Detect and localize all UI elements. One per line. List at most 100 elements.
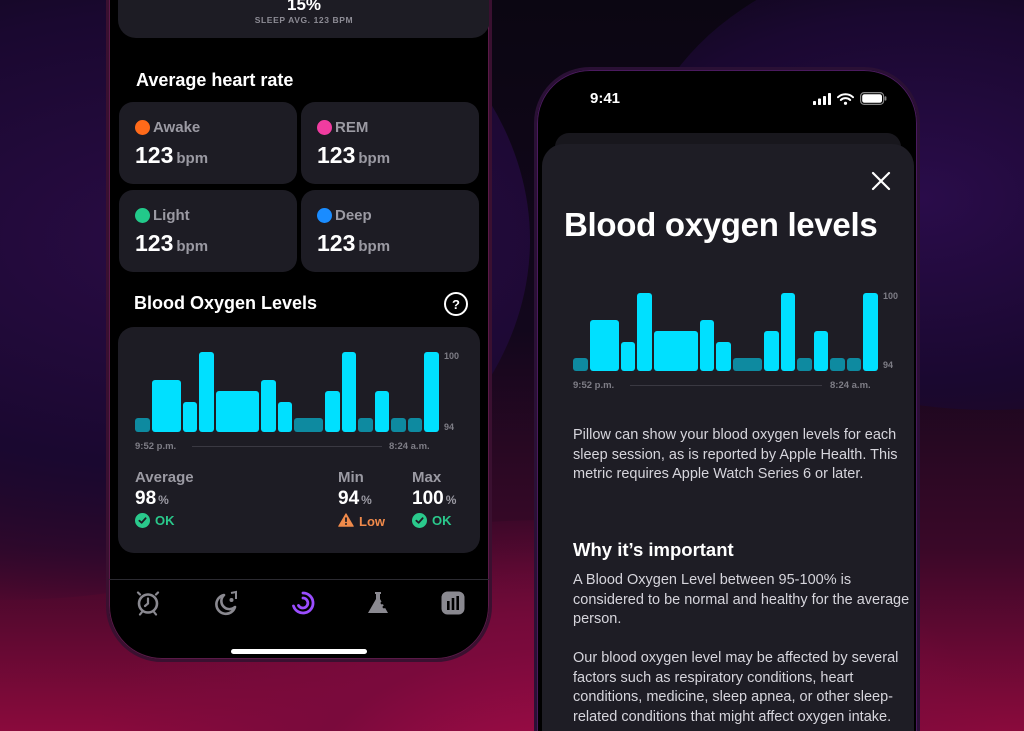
stat-value: 98 (135, 488, 157, 509)
hr-card-rem[interactable]: REM 123 bpm (301, 102, 479, 184)
chart-bar (763, 330, 779, 371)
chart-bar (797, 357, 812, 371)
chart-bar (424, 352, 439, 432)
chart-bar (151, 379, 181, 432)
stage-unit: bpm (176, 150, 209, 167)
hr-card-deep[interactable]: Deep 123 bpm (301, 190, 479, 272)
status-bar-time: 9:41 (590, 90, 621, 107)
timeline-divider (192, 446, 382, 447)
sleep-cycle-icon (292, 591, 315, 615)
chart-bar (277, 401, 293, 432)
home-indicator[interactable] (231, 649, 367, 654)
wifi-icon (837, 92, 854, 105)
tab-alarm[interactable] (134, 589, 162, 617)
status-text: Low (359, 514, 385, 529)
tab-sleep-tracking[interactable] (289, 589, 317, 617)
factors-paragraph: Our blood oxygen level may be affected b… (573, 650, 899, 725)
question-mark-icon: ? (452, 296, 460, 312)
stat-label: Min (338, 469, 364, 486)
blood-oxygen-card[interactable]: 100 94 9:52 p.m. 8:24 a.m. Average 98% O… (118, 327, 480, 553)
cellular-signal-icon (813, 92, 831, 105)
stage-value: 123 (135, 142, 174, 168)
start-time-label: 9:52 p.m. (573, 380, 615, 391)
deep-dot-icon (317, 208, 332, 223)
sleep-summary-card: 15% SLEEP AVG. 123 BPM (118, 0, 489, 38)
chart-bar (199, 352, 214, 432)
warning-triangle-icon (338, 513, 354, 530)
heart-rate-title: Average heart rate (136, 70, 294, 90)
chart-bar (182, 401, 198, 432)
chart-bar (863, 293, 878, 371)
check-circle-icon (412, 513, 427, 528)
chart-bar (732, 357, 762, 371)
end-time-label: 8:24 a.m. (389, 441, 430, 452)
stage-label: Light (153, 207, 190, 224)
tab-statistics[interactable] (439, 589, 467, 617)
summary-percent: 15% (286, 0, 322, 14)
status-bar-icons (813, 92, 887, 105)
stat-min: Min 94% Low (338, 469, 385, 530)
stage-value: 123 (135, 230, 174, 256)
phone-right: 9:41 Blood oxygen levels 100 94 9:52 p.m… (534, 67, 920, 731)
why-important-heading: Why it’s important (573, 539, 734, 560)
battery-icon (860, 92, 887, 105)
chart-bar (341, 352, 357, 432)
chart-bar (261, 379, 276, 432)
chart-bar (716, 341, 731, 371)
moon-music-icon (215, 590, 237, 616)
stat-unit: % (158, 493, 169, 507)
stat-average: Average 98% OK (135, 469, 194, 528)
chart-bar (846, 357, 862, 371)
stage-value: 123 (317, 142, 356, 168)
chart-bar (699, 319, 715, 371)
blood-oxygen-title: Blood Oxygen Levels (134, 293, 318, 313)
check-circle-icon (135, 513, 150, 528)
tab-sounds[interactable] (212, 589, 240, 617)
chart-bar (573, 357, 588, 371)
awake-dot-icon (135, 120, 150, 135)
end-time-label: 8:24 a.m. (830, 380, 871, 391)
tab-bar-divider (109, 579, 489, 580)
chart-bar (780, 293, 796, 371)
light-dot-icon (135, 208, 150, 223)
status-text: OK (432, 513, 452, 528)
help-button[interactable]: ? (444, 292, 468, 316)
chart-bar (407, 418, 423, 432)
info-sheet: Blood oxygen levels 100 94 9:52 p.m. 8:2… (542, 144, 914, 731)
sheet-title: Blood oxygen levels (564, 206, 878, 243)
stage-unit: bpm (176, 238, 209, 255)
hr-card-awake[interactable]: Awake 123 bpm (119, 102, 297, 184)
bar-chart-icon (441, 591, 465, 615)
chart-bar (653, 330, 698, 371)
close-button[interactable] (870, 170, 892, 192)
stat-unit: % (445, 493, 457, 507)
stat-value: 94 (338, 488, 360, 509)
rem-dot-icon (317, 120, 332, 135)
blood-oxygen-chart (135, 352, 439, 432)
flask-icon (368, 592, 388, 613)
tab-lab[interactable] (364, 589, 392, 617)
chart-bar (391, 418, 406, 432)
chart-bar (294, 418, 324, 432)
y-max-label: 100 (883, 291, 899, 301)
y-max-label: 100 (444, 351, 460, 361)
close-icon (871, 171, 891, 191)
stage-unit: bpm (358, 238, 391, 255)
start-time-label: 9:52 p.m. (135, 441, 177, 452)
chart-bar (813, 330, 829, 371)
hr-card-light[interactable]: Light 123 bpm (119, 190, 297, 272)
stage-unit: bpm (358, 150, 391, 167)
chart-bar (325, 390, 340, 432)
chart-bar (637, 293, 652, 371)
blood-oxygen-chart-large (573, 293, 878, 371)
summary-subtitle: SLEEP AVG. 123 BPM (254, 15, 354, 25)
y-min-label: 94 (444, 422, 455, 432)
stat-unit: % (361, 493, 372, 507)
alarm-clock-icon (136, 591, 160, 616)
phone-left: 15% SLEEP AVG. 123 BPM Average heart rat… (106, 0, 492, 662)
normal-range-paragraph: A Blood Oxygen Level between 95-100% is … (573, 572, 910, 627)
stage-label: REM (335, 119, 369, 136)
timeline-divider (630, 385, 822, 386)
chart-bar (135, 418, 150, 432)
chart-bar (215, 390, 260, 432)
